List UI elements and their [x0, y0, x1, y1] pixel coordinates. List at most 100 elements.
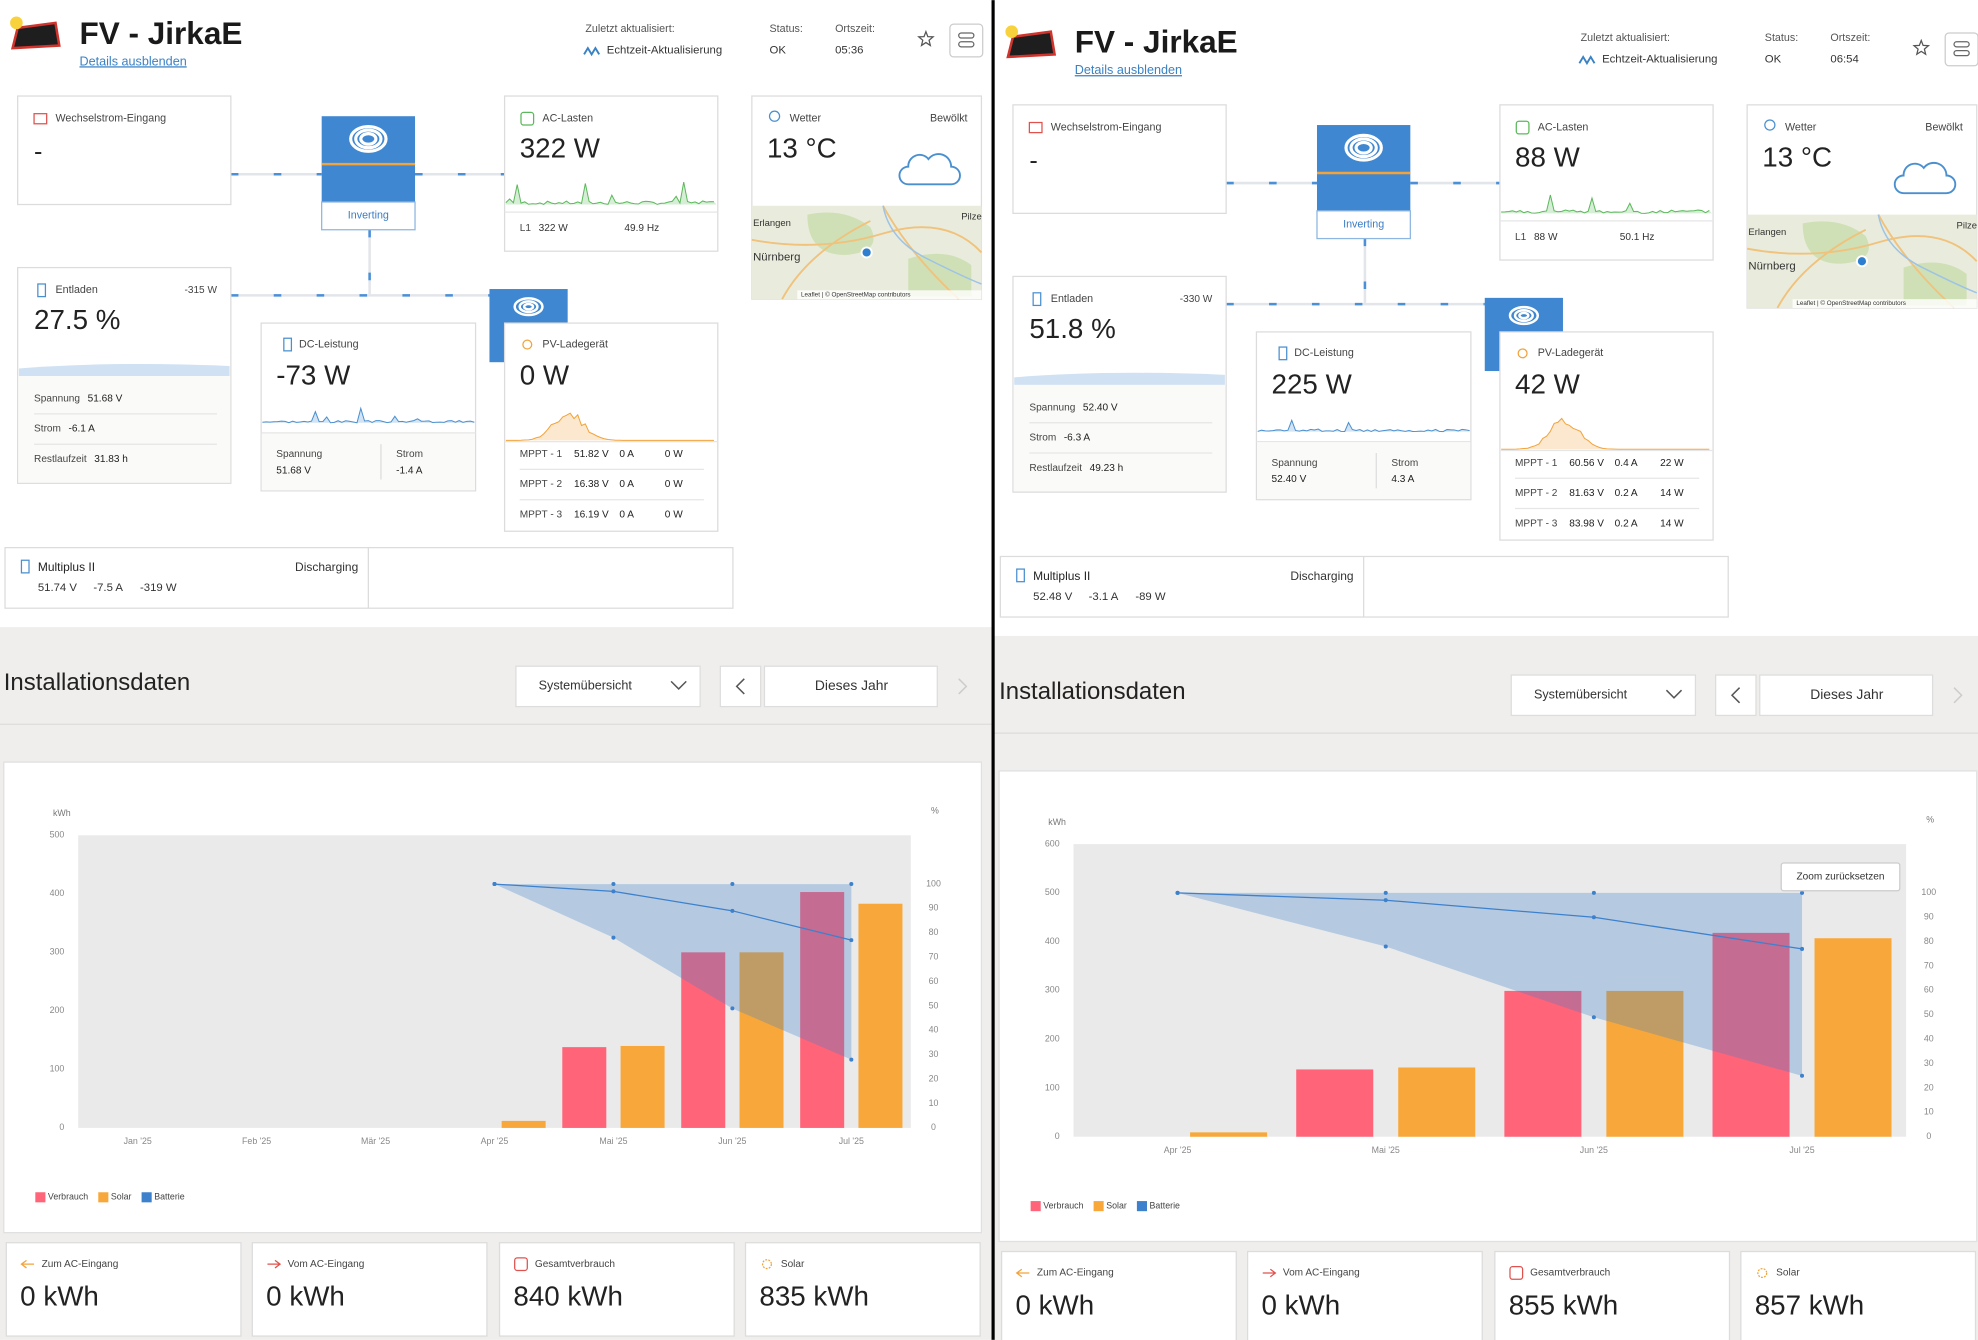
y-tick-label: 200: [50, 1005, 65, 1015]
card-label: Wechselstrom-Eingang: [1051, 121, 1162, 133]
zoom-reset-label[interactable]: Zoom zurücksetzen: [1797, 872, 1885, 883]
row-value: 51.68 V: [276, 465, 311, 476]
y2-tick-label: 90: [1924, 912, 1934, 922]
y-tick-label: 100: [50, 1064, 65, 1074]
device-reading: -89 W: [1135, 591, 1166, 603]
status-label: Status:: [770, 23, 803, 35]
tracker-value: 16.38 V: [574, 479, 609, 490]
tracker-value: 0 W: [665, 449, 683, 460]
sparkline-area: [1501, 418, 1712, 450]
settings-icon: [958, 32, 975, 39]
phase-power: 88 W: [1534, 232, 1558, 243]
period-value: Dieses Jahr: [1810, 686, 1884, 702]
page-title: FV - JirkaE: [79, 15, 242, 51]
battery-history: [18, 363, 230, 377]
card-value: -73 W: [276, 360, 351, 391]
card-value: 13 °C: [767, 133, 837, 164]
view-dropdown[interactable]: [515, 665, 701, 708]
favorite-star[interactable]: [917, 29, 935, 47]
solar-charger-logo: [1508, 305, 1540, 326]
x-tick-label: Jan '25: [124, 1136, 152, 1146]
row-value: 51.68 V: [88, 393, 123, 404]
logo-sun: [1005, 25, 1019, 38]
view-value: Systemübersicht: [1534, 688, 1628, 702]
tracker-label: MPPT - 1: [520, 449, 563, 460]
view-dropdown[interactable]: [1510, 674, 1697, 717]
total-label: Gesamtverbrauch: [535, 1259, 615, 1270]
map-marker: [1855, 255, 1868, 268]
y2-tick-label: 60: [929, 976, 939, 986]
card-label: DC-Leistung: [1294, 347, 1354, 359]
section-title: Installationsdaten: [4, 669, 190, 696]
zoom-reset-button[interactable]: [1780, 862, 1901, 892]
tracker-value: 0 W: [665, 510, 683, 521]
solar-charger-logo: [1513, 308, 1534, 323]
bar: [858, 903, 903, 1128]
map-road: [1746, 214, 1978, 309]
y2-axis-label: %: [931, 806, 939, 816]
bar: [681, 952, 726, 1128]
bar: [1712, 932, 1790, 1137]
card-value: 0 W: [520, 360, 570, 391]
updated-value: Echtzeit-Aktualisierung: [607, 45, 722, 57]
settings-button[interactable]: [1944, 32, 1978, 67]
card-value: 225 W: [1272, 368, 1353, 399]
bar: [1190, 1132, 1268, 1137]
period-button[interactable]: [1759, 674, 1934, 717]
row-label: Spannung: [1029, 402, 1075, 413]
tracker-value: 0 A: [619, 479, 634, 490]
card: [744, 1242, 981, 1337]
legend-label: Solar: [1106, 1200, 1127, 1210]
legend-swatch: [141, 1192, 152, 1203]
battery-point: [611, 935, 616, 940]
row-label: Spannung: [276, 449, 322, 460]
row-value: 52.40 V: [1083, 402, 1118, 413]
total-value: 0 kWh: [20, 1281, 99, 1312]
inverter-logo: [1354, 140, 1373, 155]
time-label: Ortszeit:: [1830, 32, 1870, 44]
device-name: Multiplus II: [1033, 569, 1090, 583]
battery-range: [494, 884, 852, 1060]
total-value: 857 kWh: [1755, 1289, 1865, 1320]
total-label: Zum AC-Eingang: [42, 1259, 119, 1270]
sparkline: [1501, 417, 1710, 450]
sparkline-area: [1257, 420, 1470, 432]
battery-point: [611, 882, 616, 887]
map-river: [1877, 214, 1978, 294]
y-tick-label: 100: [1045, 1082, 1060, 1092]
row-label: Restlaufzeit: [34, 454, 87, 465]
card-value: -: [34, 137, 42, 165]
updated-label: Zuletzt aktualisiert:: [585, 23, 674, 35]
card-label: PV-Ladegerät: [1538, 347, 1604, 359]
next-chevron: [1953, 687, 1963, 704]
card: [1000, 1250, 1237, 1340]
battery-point: [849, 1057, 854, 1062]
legend-swatch: [1093, 1201, 1104, 1212]
status-label: Status:: [1765, 32, 1798, 44]
battery-point: [1800, 946, 1805, 951]
details-link[interactable]: Details ausblenden: [1075, 63, 1182, 77]
pv-icon: [1517, 348, 1528, 359]
details-link[interactable]: Details ausblenden: [79, 54, 186, 68]
x-tick-label: Jul '25: [839, 1136, 864, 1146]
sparkline-area: [505, 413, 717, 441]
arrow-icon: [267, 1259, 282, 1269]
card-footer: [1257, 442, 1471, 500]
total-value: 0 kWh: [1015, 1289, 1094, 1320]
battery-point: [1383, 944, 1388, 949]
period-button[interactable]: [763, 665, 938, 708]
favorite-star[interactable]: [1912, 38, 1931, 56]
device-reading: -7.5 A: [93, 582, 123, 594]
tracker-value: 16.19 V: [574, 510, 609, 521]
device-name: Multiplus II: [38, 560, 95, 574]
total-label: Vom AC-Eingang: [288, 1259, 365, 1270]
x-tick-label: Jun '25: [1580, 1145, 1608, 1155]
row-label: Spannung: [34, 393, 80, 404]
bar: [1814, 938, 1892, 1137]
prev-button[interactable]: [1714, 674, 1757, 717]
tracker-value: 60.56 V: [1569, 458, 1604, 469]
prev-button[interactable]: [719, 665, 762, 708]
device-reading: -3.1 A: [1089, 591, 1119, 603]
card: [17, 95, 232, 206]
settings-button[interactable]: [949, 23, 984, 58]
